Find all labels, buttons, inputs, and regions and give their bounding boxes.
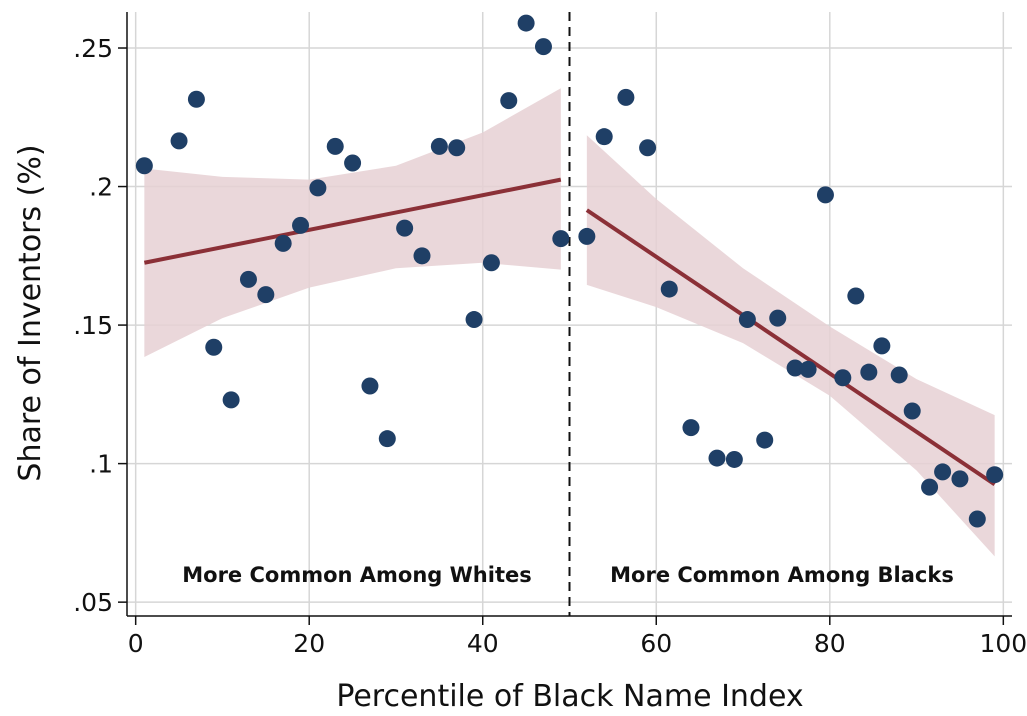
data-point xyxy=(465,311,483,329)
data-point xyxy=(430,137,448,155)
tick-labels: 0 20 40 60 80 100 .05 .1 .15 .2 .25 xyxy=(73,34,1027,658)
data-point xyxy=(500,92,518,110)
y-tick-label: .05 xyxy=(73,588,113,617)
confidence-bands xyxy=(144,88,995,557)
y-axis-title: Share of Inventors (%) xyxy=(13,144,48,481)
data-point xyxy=(660,280,678,298)
axes xyxy=(118,12,1012,625)
x-tick-label: 60 xyxy=(640,629,672,658)
data-point xyxy=(344,154,362,172)
x-tick-label: 100 xyxy=(979,629,1027,658)
data-point xyxy=(222,391,240,409)
data-point xyxy=(361,377,379,395)
x-tick-label: 0 xyxy=(128,629,144,658)
data-point xyxy=(968,510,986,528)
data-point xyxy=(725,450,743,468)
data-point xyxy=(738,311,756,329)
data-point xyxy=(708,449,726,467)
data-point xyxy=(769,309,787,327)
data-point xyxy=(170,132,188,150)
data-point xyxy=(986,466,1004,484)
data-point xyxy=(873,337,891,355)
x-tick-label: 80 xyxy=(814,629,846,658)
fit-line-right xyxy=(585,208,996,487)
grid-lines xyxy=(127,12,1012,616)
fit-lines xyxy=(143,177,996,487)
data-point xyxy=(205,338,223,356)
data-point xyxy=(552,230,570,248)
x-axis-title: Percentile of Black Name Index xyxy=(336,679,803,714)
data-point xyxy=(396,219,414,237)
data-point xyxy=(257,286,275,304)
y-tick-label: .1 xyxy=(89,450,113,479)
data-point xyxy=(903,402,921,420)
data-point xyxy=(890,366,908,384)
data-point xyxy=(135,157,153,175)
data-point xyxy=(951,470,969,488)
annotation-whites: More Common Among Whites xyxy=(182,563,531,587)
data-point xyxy=(786,359,804,377)
data-point xyxy=(292,216,310,234)
data-point xyxy=(309,179,327,197)
y-tick-label: .2 xyxy=(89,173,113,202)
x-tick-label: 20 xyxy=(293,629,325,658)
data-point xyxy=(816,186,834,204)
data-point xyxy=(756,431,774,449)
data-point xyxy=(534,38,552,56)
data-point xyxy=(617,88,635,106)
y-tick-label: .15 xyxy=(73,311,113,340)
x-tick-label: 40 xyxy=(467,629,499,658)
data-point xyxy=(834,369,852,387)
data-point xyxy=(847,287,865,305)
data-point xyxy=(595,128,613,146)
data-point xyxy=(682,419,700,437)
fit-line-left xyxy=(143,177,562,265)
y-tick-label: .25 xyxy=(73,34,113,63)
data-point xyxy=(860,363,878,381)
data-point xyxy=(326,137,344,155)
data-point xyxy=(517,14,535,32)
data-points xyxy=(135,14,1004,528)
data-point xyxy=(378,430,396,448)
data-point xyxy=(448,139,466,157)
data-point xyxy=(639,139,657,157)
data-point xyxy=(239,270,257,288)
data-point xyxy=(274,234,292,252)
data-point xyxy=(921,478,939,496)
data-point xyxy=(799,360,817,378)
annotation-blacks: More Common Among Blacks xyxy=(610,563,954,587)
data-point xyxy=(578,227,596,245)
data-point xyxy=(413,247,431,265)
data-point xyxy=(934,463,952,481)
data-point xyxy=(482,254,500,272)
data-point xyxy=(187,90,205,108)
